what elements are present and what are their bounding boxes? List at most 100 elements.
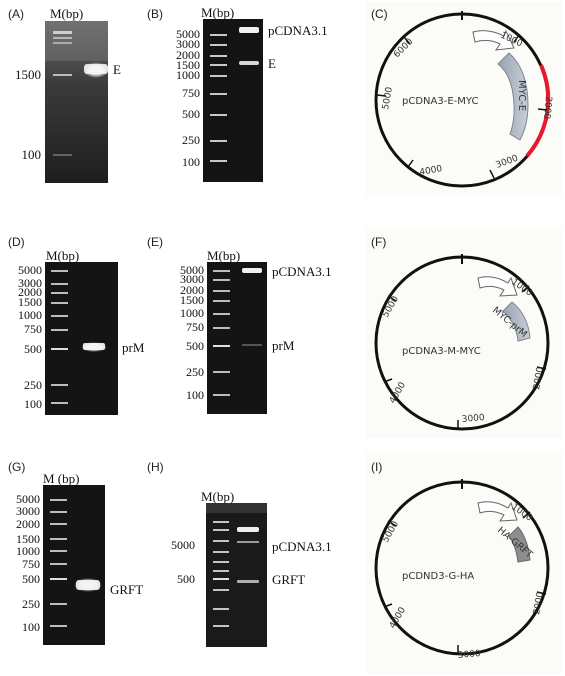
panel-b-vector-band — [239, 27, 259, 33]
panel-e-vector-band — [242, 268, 262, 273]
panel-b-band-label-vector: pCDNA3.1 — [268, 23, 328, 38]
panel-b-ladder-lane — [210, 34, 227, 162]
panel-f-insert-arrow — [502, 301, 531, 342]
panel-h-ladder-lane — [213, 521, 229, 627]
panel-d-gel — [45, 262, 118, 415]
panel-g-band-label: GRFT — [110, 582, 143, 597]
panel-b-ladder-label: 1500 — [176, 58, 200, 72]
panel-b-letter: (B) — [147, 7, 163, 21]
panel-e-marker-header: M(bp) — [207, 248, 240, 263]
panel-e-letter: (E) — [147, 235, 163, 249]
panel-h-vector-band — [237, 527, 259, 532]
panel-g-ladder-label: 3000 — [16, 504, 40, 518]
panel-g-ladder-label: 1000 — [16, 544, 40, 558]
panel-c-promoter-arrow — [472, 29, 515, 51]
panel-d-ladder-lane — [51, 270, 68, 404]
panel-a-gel — [45, 21, 108, 183]
panel-b-ladder-labels: 5000 3000 2000 1500 1000 750 500 250 100 — [176, 27, 200, 169]
panel-e-ladder-label: 1000 — [180, 306, 204, 320]
panel-f-plasmid-name: pCDNA3-M-MYC — [402, 346, 481, 357]
panel-g-ladder-label: 500 — [22, 572, 40, 586]
panel-d-ladder-label: 5000 — [18, 263, 42, 277]
panel-f-scale-label: 3000 — [461, 413, 485, 425]
panel-e-ladder-lane — [213, 270, 230, 396]
panel-d-ladder-labels: 5000 3000 2000 1500 1000 750 500 250 100 — [18, 263, 42, 411]
panel-d-ladder-label: 3000 — [18, 276, 42, 290]
panel-e-ladder-label: 1500 — [180, 293, 204, 307]
panel-d-marker-header: M(bp) — [46, 248, 79, 263]
panel-e: (E) M(bp) 5000 3000 2000 1500 1000 750 5… — [147, 235, 332, 414]
panel-h-ladder-label-5000: 5000 — [171, 538, 195, 552]
panel-c-scale-label: 5000 — [381, 86, 395, 111]
panel-b-ladder-label: 100 — [182, 155, 200, 169]
panel-i-promoter-arrow — [477, 501, 518, 522]
panel-g-marker-header: M (bp) — [43, 471, 79, 486]
panel-c: (C) MYC-E pCDNA3-E-MYC 1000 2000 3000 40… — [366, 2, 562, 196]
panel-c-scale-label: 2000 — [541, 96, 553, 120]
panel-h-marker-header: M(bp) — [201, 489, 234, 504]
panel-d-ladder-label: 500 — [24, 342, 42, 356]
panel-d-letter: (D) — [8, 235, 25, 249]
panel-a-ladder-label-1500: 1500 — [15, 67, 41, 82]
panel-d-ladder-label: 1500 — [18, 295, 42, 309]
panel-b-ladder-label: 5000 — [176, 27, 200, 41]
panel-i-scale-label: 3000 — [457, 649, 481, 661]
panel-e-ladder-label: 500 — [186, 339, 204, 353]
panel-e-ladder-labels: 5000 3000 2000 1500 1000 750 500 250 100 — [180, 263, 204, 402]
panel-e-ladder-label: 5000 — [180, 263, 204, 277]
panel-b-ladder-label: 250 — [182, 133, 200, 147]
panel-b-e-band — [239, 61, 259, 65]
panel-g-ladder-label: 750 — [22, 557, 40, 571]
panel-h-letter: (H) — [147, 460, 164, 474]
panel-c-plasmid-name: pCDNA3-E-MYC — [402, 96, 478, 107]
panel-b-gel — [203, 19, 263, 182]
panel-e-ladder-label: 2000 — [180, 283, 204, 297]
panel-g-ladder-label: 1500 — [16, 532, 40, 546]
panel-g-ladder-lane — [50, 499, 67, 627]
panel-b-marker-header: M(bp) — [201, 5, 234, 20]
panel-d-band-label: prM — [122, 340, 145, 355]
panel-g-ladder-label: 2000 — [16, 517, 40, 531]
panel-b: (B) M(bp) 5000 3000 2000 1500 1000 750 5… — [147, 5, 328, 182]
panel-e-band-label-prm: prM — [272, 338, 295, 353]
panel-g-ladder-label: 5000 — [16, 492, 40, 506]
panel-f-promoter-arrow — [477, 276, 518, 297]
panel-d: (D) M(bp) 5000 3000 2000 1500 1000 750 5… — [8, 235, 145, 415]
panel-b-ladder-label: 2000 — [176, 48, 200, 62]
panel-a-band-label: E — [113, 62, 121, 77]
panel-h: (H) M(bp) 5000 500 pCDNA3.1 GRFT — [147, 460, 332, 647]
panel-f-letter: (F) — [371, 235, 386, 249]
panel-a-ladder-lane — [53, 31, 72, 156]
panel-f-scale-label: 2000 — [532, 366, 546, 391]
panel-b-ladder-label: 500 — [182, 107, 200, 121]
panel-g-ladder-label: 250 — [22, 597, 40, 611]
panel-c-insert-label: MYC-E — [516, 80, 527, 111]
panel-d-ladder-label: 250 — [24, 378, 42, 392]
panel-c-insert-arc — [525, 64, 551, 158]
panel-h-band-label-vector: pCDNA3.1 — [272, 539, 332, 554]
panel-b-ladder-label: 750 — [182, 86, 200, 100]
panel-d-ladder-label: 1000 — [18, 308, 42, 322]
panel-b-ladder-label: 1000 — [176, 68, 200, 82]
panel-i-insert-arrow — [508, 526, 531, 563]
panel-h-band-label-grft: GRFT — [272, 572, 305, 587]
panel-a: (A) M(bp) 1500 100 E — [8, 6, 121, 183]
panel-e-ladder-label: 3000 — [180, 272, 204, 286]
panel-d-ladder-label: 100 — [24, 397, 42, 411]
panel-g-ladder-labels: 5000 3000 2000 1500 1000 750 500 250 100 — [16, 492, 40, 634]
panel-b-ladder-label: 3000 — [176, 37, 200, 51]
panel-e-ladder-label: 750 — [186, 320, 204, 334]
panel-d-ladder-label: 2000 — [18, 285, 42, 299]
panel-g-letter: (G) — [8, 460, 25, 474]
panel-h-ladder-label-500: 500 — [177, 572, 195, 586]
panel-c-letter: (C) — [371, 7, 388, 21]
panel-a-marker-header: M(bp) — [50, 6, 83, 21]
panel-e-ladder-label: 250 — [186, 365, 204, 379]
panel-f: (F) MYC-prM pCDNA3-M-MYC 1000 2000 3000 … — [366, 228, 562, 438]
panel-d-ladder-label: 750 — [24, 322, 42, 336]
panel-i-scale-label: 2000 — [532, 591, 546, 616]
panel-c-scale-label: 4000 — [419, 164, 444, 178]
panel-i-letter: (I) — [371, 460, 382, 474]
panel-e-gel — [207, 262, 267, 414]
